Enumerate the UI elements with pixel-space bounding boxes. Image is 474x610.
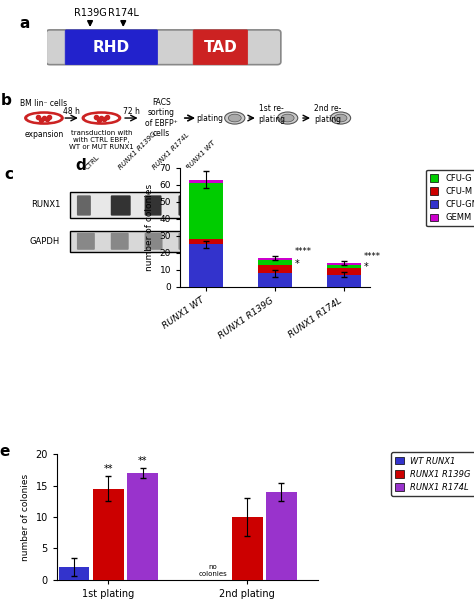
Bar	[189, 244, 223, 287]
Text: 1st re-
plating: 1st re- plating	[259, 104, 286, 124]
FancyBboxPatch shape	[145, 195, 162, 216]
FancyBboxPatch shape	[111, 232, 129, 250]
Bar	[232, 517, 263, 580]
Circle shape	[334, 114, 347, 122]
Text: *: *	[364, 262, 369, 271]
Text: 72 h: 72 h	[123, 107, 140, 116]
Circle shape	[278, 112, 298, 124]
Text: 48 h: 48 h	[63, 107, 80, 116]
Bar	[327, 274, 361, 287]
FancyBboxPatch shape	[77, 195, 91, 216]
Text: d: d	[76, 158, 87, 173]
Text: R174L: R174L	[108, 9, 139, 18]
FancyBboxPatch shape	[65, 30, 157, 65]
Text: c: c	[4, 167, 13, 182]
Legend: WT RUNX1, RUNX1 R139G, RUNX1 R174L: WT RUNX1, RUNX1 R139G, RUNX1 R174L	[391, 453, 474, 496]
Bar	[189, 239, 223, 244]
Bar	[127, 473, 158, 580]
Text: no
colonies: no colonies	[199, 564, 228, 577]
Text: 55 kDa: 55 kDa	[203, 201, 230, 209]
FancyBboxPatch shape	[145, 232, 163, 250]
Ellipse shape	[82, 112, 120, 124]
FancyBboxPatch shape	[178, 195, 197, 216]
Text: transduction with
with CTRL EBFP,
WT or MUT RUNX1: transduction with with CTRL EBFP, WT or …	[69, 129, 134, 149]
Text: **: **	[103, 464, 113, 474]
Bar	[70, 231, 200, 252]
Text: BM lin⁻ cells: BM lin⁻ cells	[20, 99, 67, 109]
Circle shape	[225, 112, 245, 124]
Bar	[189, 183, 223, 239]
FancyBboxPatch shape	[46, 30, 281, 65]
Bar	[258, 273, 292, 287]
Text: RUNX1: RUNX1	[31, 201, 60, 209]
FancyBboxPatch shape	[77, 232, 95, 250]
Text: 2nd re-
plating: 2nd re- plating	[314, 104, 341, 124]
Text: RUNX1 WT: RUNX1 WT	[185, 140, 217, 171]
Text: CTRL: CTRL	[84, 154, 100, 171]
Bar	[93, 489, 124, 580]
Text: ****: ****	[295, 246, 312, 256]
Bar	[327, 265, 361, 268]
Text: plating: plating	[196, 113, 223, 123]
Circle shape	[228, 114, 241, 122]
Ellipse shape	[84, 113, 119, 123]
Bar	[258, 259, 292, 265]
Text: RUNX1 R174L: RUNX1 R174L	[152, 132, 191, 171]
Text: TAD: TAD	[203, 40, 237, 55]
Y-axis label: number of colonies: number of colonies	[145, 184, 154, 271]
FancyBboxPatch shape	[178, 232, 196, 250]
Bar	[258, 258, 292, 259]
Bar	[327, 263, 361, 265]
Bar	[70, 192, 200, 218]
Ellipse shape	[25, 112, 63, 124]
Text: *: *	[295, 259, 300, 269]
Bar	[189, 179, 223, 183]
Text: e: e	[0, 445, 10, 459]
Text: RHD: RHD	[93, 40, 130, 55]
Bar	[266, 492, 297, 580]
Text: GAPDH: GAPDH	[30, 237, 60, 246]
Text: FACS
sorting
of EBFP⁺
cells: FACS sorting of EBFP⁺ cells	[145, 98, 178, 138]
Bar	[258, 265, 292, 273]
Circle shape	[330, 112, 351, 124]
FancyBboxPatch shape	[111, 195, 131, 216]
Text: RUNX1 R139G: RUNX1 R139G	[118, 131, 158, 171]
Bar	[59, 567, 90, 580]
Circle shape	[281, 114, 294, 122]
Legend: CFU-G, CFU-M, CFU-GM, GEMM: CFU-G, CFU-M, CFU-GM, GEMM	[426, 170, 474, 226]
FancyBboxPatch shape	[193, 30, 247, 65]
Text: R139G: R139G	[73, 9, 107, 18]
Ellipse shape	[27, 113, 62, 123]
Bar	[327, 268, 361, 274]
Text: **: **	[138, 456, 147, 465]
Text: 37 kDa: 37 kDa	[203, 237, 230, 246]
Text: expansion: expansion	[24, 129, 64, 138]
Y-axis label: number of colonies: number of colonies	[21, 473, 30, 561]
Text: b: b	[0, 93, 11, 109]
Text: a: a	[19, 16, 29, 31]
Text: ****: ****	[364, 252, 381, 260]
